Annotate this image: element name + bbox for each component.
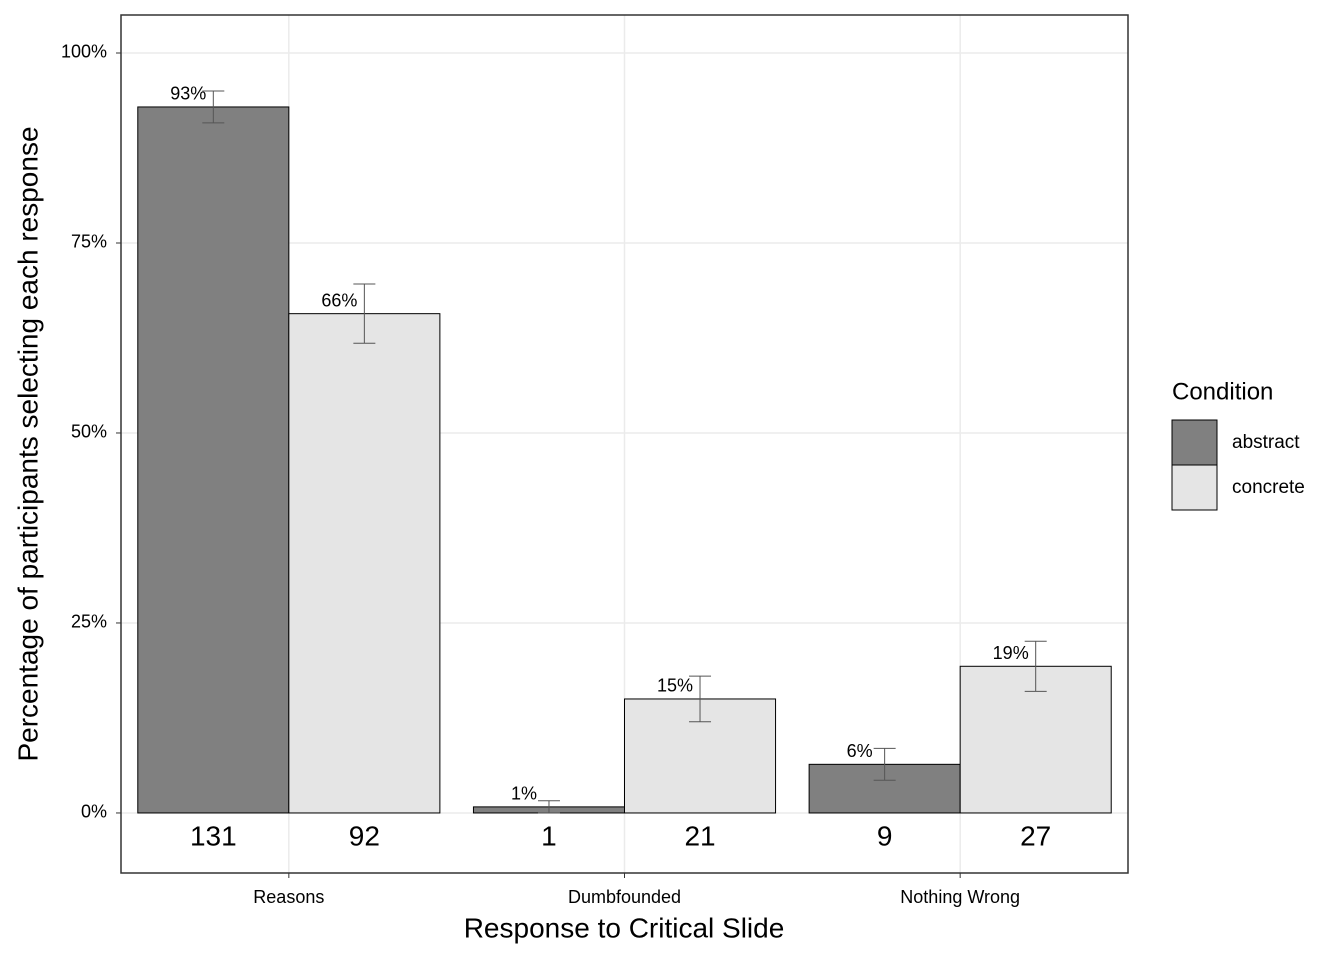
value-label: 66% xyxy=(321,290,357,310)
error-bar xyxy=(353,283,376,344)
legend-swatch xyxy=(1171,464,1218,511)
bar xyxy=(288,313,441,814)
legend-title: Condition xyxy=(1172,378,1273,405)
value-label: 19% xyxy=(993,643,1029,663)
count-label: 92 xyxy=(349,820,380,851)
value-label: 93% xyxy=(170,84,206,104)
count-label: 21 xyxy=(684,820,715,851)
value-label: 15% xyxy=(657,676,693,696)
value-label: 6% xyxy=(847,741,873,761)
y-tick-label: 75% xyxy=(71,232,107,252)
x-tick-label: Dumbfounded xyxy=(568,887,681,907)
error-bar xyxy=(1024,640,1047,692)
y-tick-label: 50% xyxy=(71,422,107,442)
count-label: 27 xyxy=(1020,820,1051,851)
count-label: 1 xyxy=(541,820,557,851)
error-bar xyxy=(689,675,712,723)
y-tick-label: 0% xyxy=(81,802,107,822)
y-tick-label: 25% xyxy=(71,612,107,632)
value-label: 1% xyxy=(511,784,537,804)
count-label: 131 xyxy=(190,820,237,851)
bar xyxy=(137,106,290,814)
y-axis-title: Percentage of participants selecting eac… xyxy=(12,126,43,761)
x-axis-title: Response to Critical Slide xyxy=(464,912,785,943)
count-label: 9 xyxy=(877,820,893,851)
error-bar xyxy=(873,747,896,781)
legend-swatch xyxy=(1171,419,1218,466)
x-tick-label: Reasons xyxy=(253,887,324,907)
y-tick-label: 100% xyxy=(61,42,107,62)
error-bar xyxy=(202,90,225,124)
legend-label: concrete xyxy=(1232,477,1305,498)
error-bar xyxy=(537,800,560,814)
plot-border xyxy=(120,14,1129,874)
x-tick-label: Nothing Wrong xyxy=(900,887,1020,907)
legend-label: abstract xyxy=(1232,432,1300,453)
